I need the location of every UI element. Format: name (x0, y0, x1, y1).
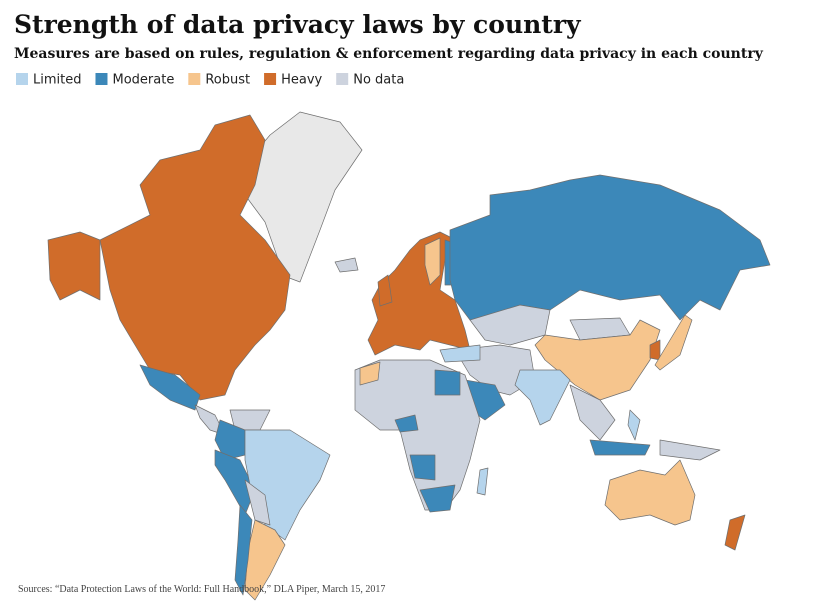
chile (234, 504, 253, 596)
europe (367, 231, 471, 356)
uk (377, 274, 393, 307)
world-map (47, 111, 771, 601)
legend-swatch (188, 73, 201, 85)
turkey (439, 344, 481, 363)
legend-label: Robust (205, 73, 250, 88)
colombia (214, 419, 246, 461)
madagascar (476, 467, 489, 496)
india (514, 369, 571, 426)
legend-swatch (264, 73, 277, 85)
bolivia (244, 479, 271, 526)
greenland (244, 111, 363, 283)
legend-label: No data (353, 73, 404, 88)
legend-label: Moderate (112, 73, 174, 88)
legend: Limited Moderate Robust Heavy No data (16, 73, 404, 88)
japan (654, 314, 693, 371)
canada-usa (99, 114, 291, 401)
egypt (434, 369, 461, 396)
legend-label: Heavy (281, 73, 322, 88)
nigeria (394, 414, 419, 433)
australia (604, 459, 696, 526)
sweden (424, 237, 441, 286)
title: Strength of data privacy laws by country (14, 10, 582, 39)
russia (449, 174, 771, 321)
angola (409, 454, 436, 481)
legend-swatch (336, 73, 349, 85)
legend-swatch (95, 73, 108, 85)
legend-swatch (16, 73, 28, 85)
southeast-asia (569, 384, 616, 441)
morocco (359, 361, 381, 386)
malaysia (589, 439, 651, 456)
indonesia (659, 439, 721, 461)
china (534, 319, 661, 401)
south-africa (419, 484, 456, 513)
africa (354, 359, 481, 511)
source-note: Sources: “Data Protection Laws of the Wo… (18, 584, 385, 595)
philippines (627, 409, 641, 441)
subtitle: Measures are based on rules, regulation … (14, 46, 764, 62)
new-zealand (724, 514, 746, 551)
alaska (47, 231, 101, 301)
iceland (334, 257, 359, 273)
legend-label: Limited (33, 73, 81, 88)
mexico (139, 364, 201, 411)
